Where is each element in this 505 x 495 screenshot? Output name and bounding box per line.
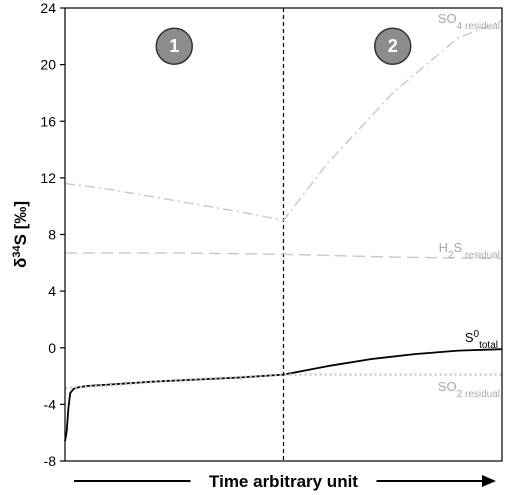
x-axis-label-background [190,468,377,492]
y-axis-label-delta: δ [11,258,30,268]
phase-marker-2 [374,27,412,65]
phase-marker-label: 1 [169,36,179,56]
series-label-part: S [465,330,474,345]
series-label-part: SO [438,11,457,26]
series-label-part: 2 [448,250,454,261]
y-tick-label: 4 [48,283,56,299]
series-line-so2-residual [64,373,502,390]
y-tick-label: -8 [44,453,57,469]
series-line-h2s-residual [65,252,503,260]
x-axis-label: Time arbitrary unit [209,472,358,491]
series-label-part: 0 [474,329,480,340]
y-axis-label-unit: S [‰] [11,201,30,245]
y-tick-label: 0 [48,340,56,356]
x-axis-arrow-head [482,475,496,487]
series-label-h2s-residual: H2S residual [439,240,500,261]
series-label-part: 4 residual [457,21,500,32]
series-label-so4-residual: SO4 residual [438,11,500,32]
series-label-part: SO [438,379,457,394]
series-label-part: residual [462,250,500,261]
y-tick-label: 24 [40,0,56,16]
series-line-s0-total [64,348,503,442]
series-line-so4-residual [64,20,503,222]
y-tick-label: 8 [48,227,56,243]
series-label-part: H [439,240,448,255]
y-axis-label: δ34S [‰] [11,201,30,268]
series-label-s0-total: S0total [465,329,498,351]
series-label-part: total [479,340,498,351]
phase-marker-1 [155,27,193,65]
series-label-part: S [454,240,463,255]
y-tick-label: 16 [40,113,56,129]
series-label-part: 2 residual [457,389,500,400]
y-tick-label: -4 [44,396,57,412]
y-tick-label: 20 [40,57,56,73]
series-label-so2-residual: SO2 residual [438,379,500,400]
y-axis-label-isotope: 34 [11,245,23,258]
phase-marker-label: 2 [388,36,398,56]
y-tick-label: 12 [40,170,56,186]
